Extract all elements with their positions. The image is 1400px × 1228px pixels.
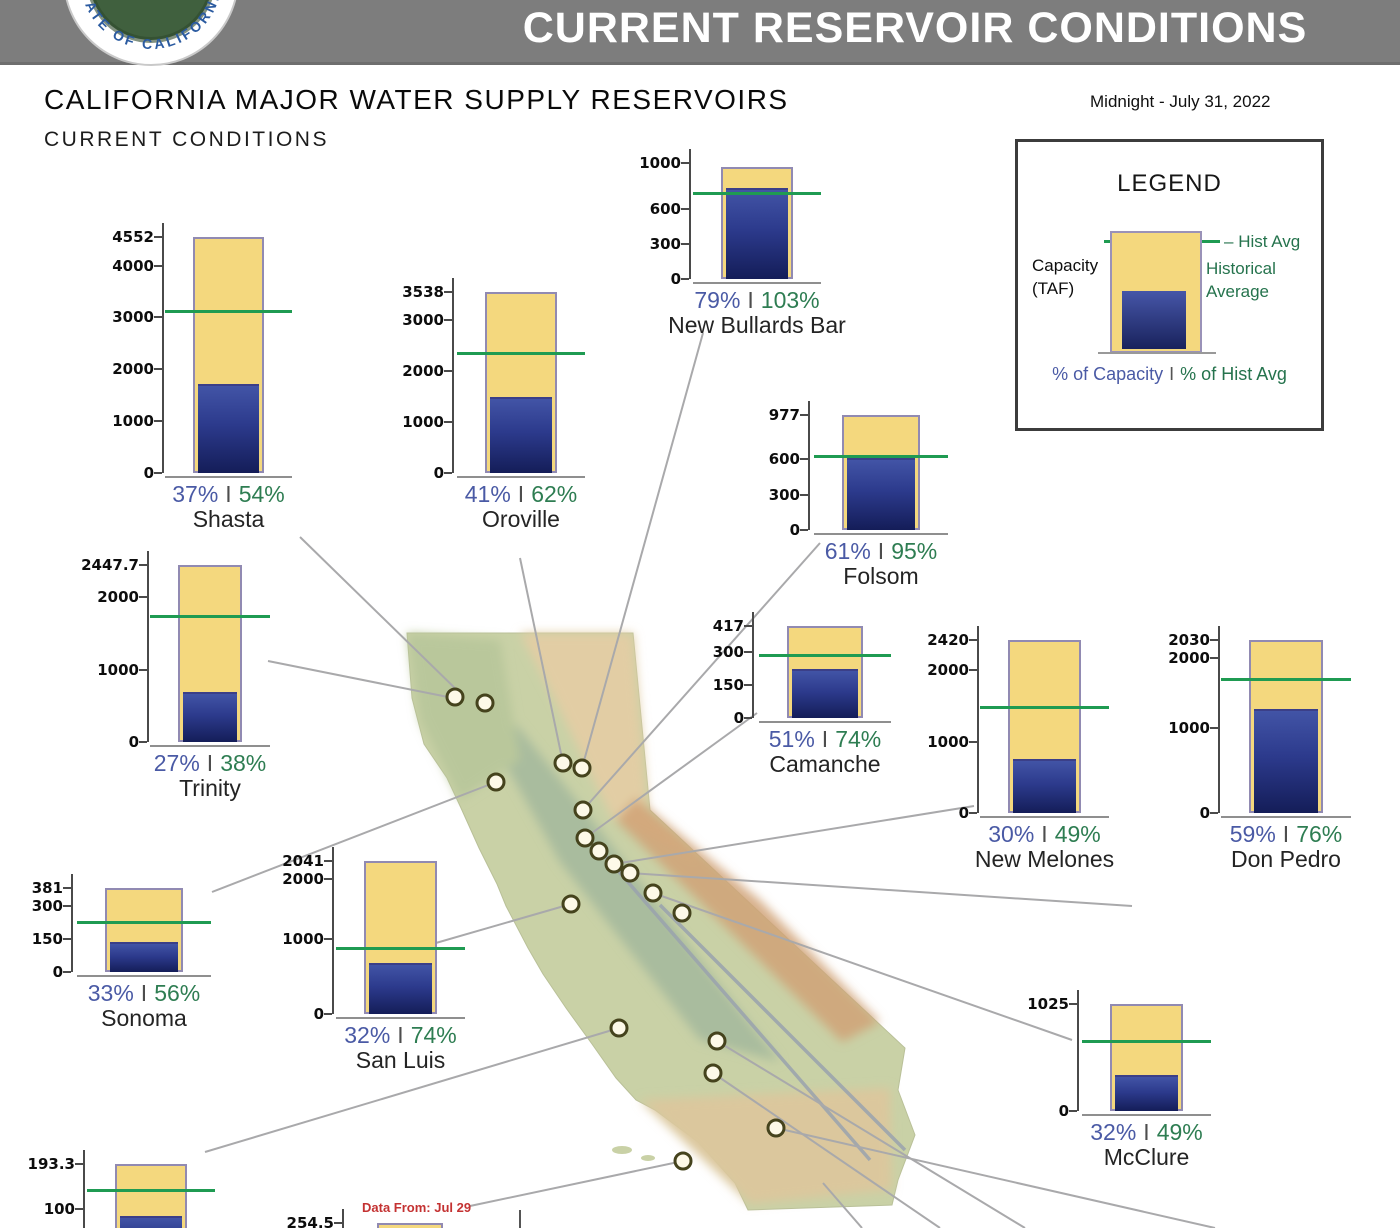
reservoir-location-dot [609, 1018, 629, 1038]
channel-island [641, 1155, 655, 1161]
page-title: CALIFORNIA MAJOR WATER SUPPLY RESERVOIRS [44, 84, 789, 115]
reservoir-location-dot [475, 693, 495, 713]
legend-historical-average-label: Historical Average [1206, 259, 1276, 301]
reservoir-location-dot [445, 687, 465, 707]
legend-storage-bar [1122, 291, 1186, 349]
header-title: CURRENT RESERVOIR CONDITIONS [522, 4, 1308, 52]
reservoir-location-dot [707, 1031, 727, 1051]
reservoir-location-dot [604, 854, 624, 874]
reservoir-location-dot [572, 758, 592, 778]
reservoir-location-dot [575, 828, 595, 848]
reservoir-location-dot [553, 753, 573, 773]
timestamp: Midnight - July 31, 2022 [1090, 92, 1271, 111]
legend-title: LEGEND [1117, 170, 1222, 197]
legend-capacity-bar [1110, 231, 1202, 353]
reservoir-location-dot [672, 903, 692, 923]
reservoir-location-dot [643, 883, 663, 903]
data-note: Data From: Jul 29 [362, 1200, 472, 1215]
terrain-sierra [616, 798, 880, 1042]
page-subtitle: CURRENT CONDITIONS [44, 128, 329, 151]
legend-baseline [1098, 352, 1216, 354]
reservoir-location-dot [589, 841, 609, 861]
header-bar: STATE OF CALIFORNIA CURRENT RESERVOIR CO… [0, 0, 1400, 66]
terrain-north-coast [407, 633, 520, 800]
connector-lines [204, 332, 1216, 1228]
reservoir-location-dots [445, 687, 786, 1171]
reservoir-location-dot [620, 863, 640, 883]
channel-island [612, 1146, 632, 1154]
reservoir-location-dot [486, 772, 506, 792]
terrain-south-desert [640, 1088, 892, 1204]
reservoir-location-dot [703, 1063, 723, 1083]
reservoir-location-dot [766, 1118, 786, 1138]
california-state-seal-icon: STATE OF CALIFORNIA [65, 0, 237, 66]
reservoir-location-dot [561, 894, 581, 914]
legend-hist-avg-label: – Hist Avg [1224, 232, 1301, 251]
legend-capacity-label: Capacity (TAF) [1032, 256, 1099, 298]
legend-box: LEGEND Capacity (TAF) – Hist Avg Histori… [1015, 139, 1324, 431]
aqueduct-lines [598, 848, 907, 1162]
legend-footer: % of Capacity I% of Hist Avg [1052, 364, 1287, 384]
reservoir-location-dot [573, 800, 593, 820]
reservoir-location-dot [673, 1151, 693, 1171]
terrain-northeast-desert [520, 633, 700, 862]
